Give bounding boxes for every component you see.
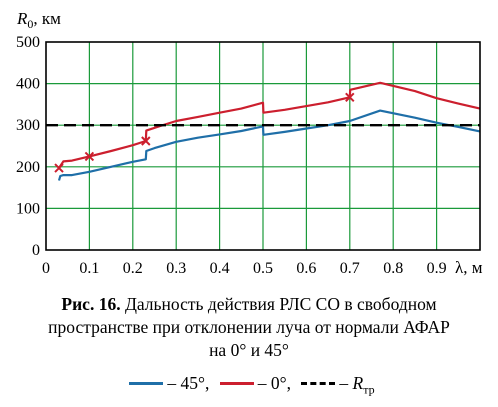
marker-cross	[84, 151, 95, 162]
x-tick-label: 0.5	[253, 260, 273, 277]
marker-cross	[141, 136, 151, 146]
x-tick-label: 0.6	[296, 260, 316, 277]
legend-swatch-req	[301, 382, 336, 386]
grid	[46, 42, 480, 250]
legend-swatch-0	[219, 382, 254, 386]
y-tick-label: 300	[16, 117, 40, 134]
series-layer	[46, 81, 481, 181]
y-tick-label: 500	[16, 34, 40, 51]
axes-frame	[45, 41, 481, 251]
marker-cross	[54, 163, 64, 173]
y-tick-label: 100	[16, 200, 40, 217]
x-tick-label: 0.9	[427, 260, 447, 277]
caption-line-1: Рис. 16. Дальность действия РЛС СО в сво…	[61, 294, 437, 314]
caption-fig-number: Рис. 16.	[61, 294, 121, 314]
x-tick-label: 0.1	[79, 260, 99, 277]
x-tick-label: 0.8	[383, 260, 403, 277]
marker-cross	[345, 92, 355, 103]
x-tick-label: 0.2	[123, 260, 143, 277]
x-tick-label: 0.4	[210, 260, 230, 277]
plot-frame	[45, 41, 481, 251]
x-tick-label: 0.7	[340, 260, 360, 277]
y-axis-label: R0, км	[16, 9, 61, 31]
series-line-s0	[58, 81, 481, 169]
y-tick-label: 0	[32, 242, 40, 259]
series-line-s45	[57, 109, 481, 181]
caption-line-3: на 0° и 45°	[209, 340, 289, 360]
figure-caption: Рис. 16. Дальность действия РЛС СО в сво…	[0, 293, 498, 362]
legend-label-45: – 45°,	[167, 373, 210, 393]
legend-label-0: – 0°,	[257, 373, 292, 393]
x-tick-label: 0.3	[166, 260, 186, 277]
chart: 0 0.1 0.2 0.3 0.4 0.5 0.6 0.7 0.8 0.9 0 100 200 300 40…	[16, 9, 483, 277]
caption-line-2: пространстве при отклонении луча от норм…	[48, 317, 450, 337]
legend: – 45°, – 0°, – Rтр	[0, 373, 498, 398]
x-tick-label: 0	[42, 260, 50, 277]
markers-layer	[54, 92, 355, 173]
legend-swatch-45	[129, 382, 164, 386]
tick-labels: 0 0.1 0.2 0.3 0.4 0.5 0.6 0.7 0.8 0.9 0 100 200 300 40…	[16, 34, 447, 277]
y-tick-label: 200	[16, 159, 40, 176]
legend-label-req: – Rтр	[339, 373, 375, 397]
y-tick-label: 400	[16, 76, 40, 93]
x-axis-label: λ, м	[455, 258, 483, 277]
